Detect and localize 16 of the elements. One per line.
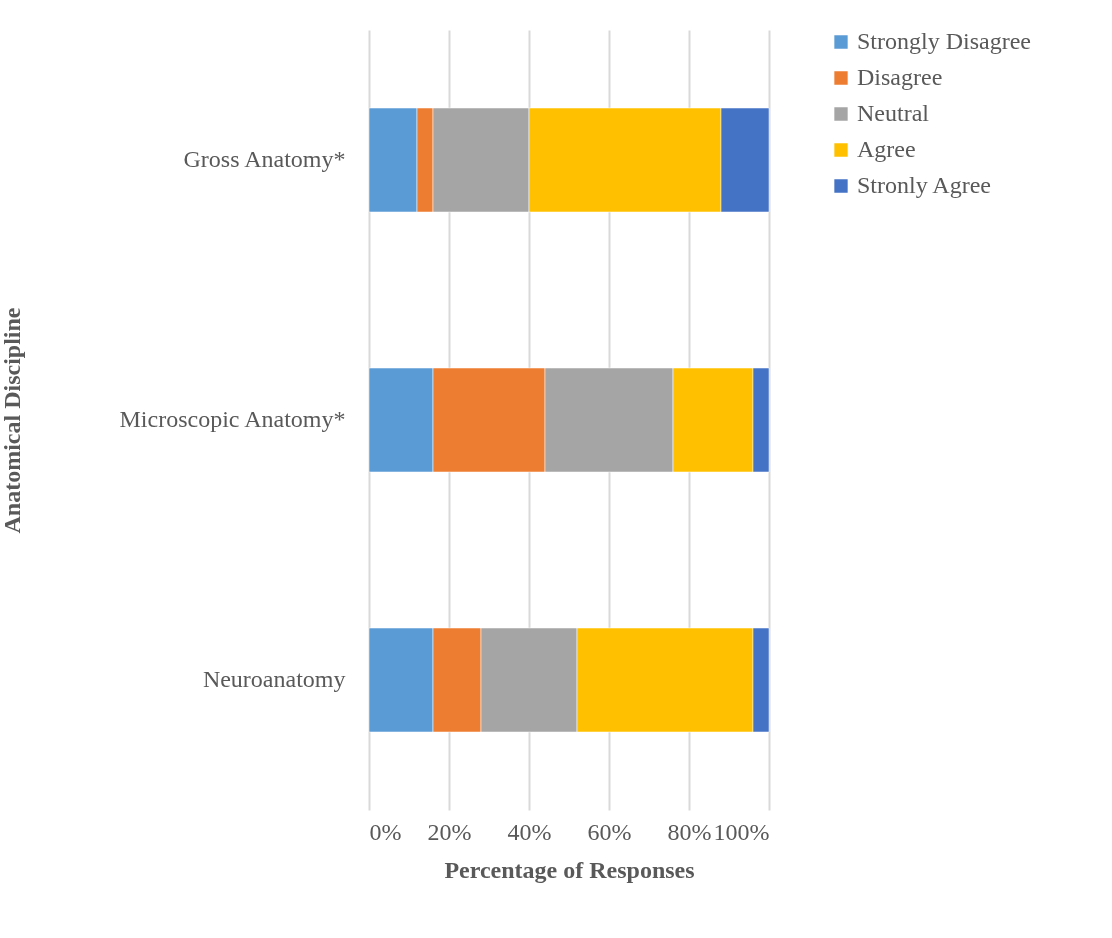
y-tick-label: Microscopic Anatomy*: [119, 406, 346, 432]
x-tick-label: 0%: [369, 818, 402, 845]
y-tick-label: Neuroanatomy: [202, 666, 346, 692]
x-tick-label: 100%: [713, 818, 770, 845]
x-tick-label: 40%: [507, 818, 552, 845]
x-axis-title: Percentage of Responses: [444, 856, 695, 883]
legend-label: Disagree: [857, 64, 943, 90]
x-tick-label: 80%: [667, 818, 712, 845]
legend-label: Neutral: [857, 100, 930, 126]
legend-label: Stronly Agree: [857, 172, 991, 198]
y-axis-title: Anatomical Discipline: [0, 307, 25, 534]
x-tick-label: 60%: [587, 818, 632, 845]
legend-label: Agree: [857, 136, 916, 162]
x-tick-label: 20%: [427, 818, 472, 845]
y-tick-label: Gross Anatomy*: [183, 146, 346, 172]
legend-label: Strongly Disagree: [857, 28, 1031, 54]
